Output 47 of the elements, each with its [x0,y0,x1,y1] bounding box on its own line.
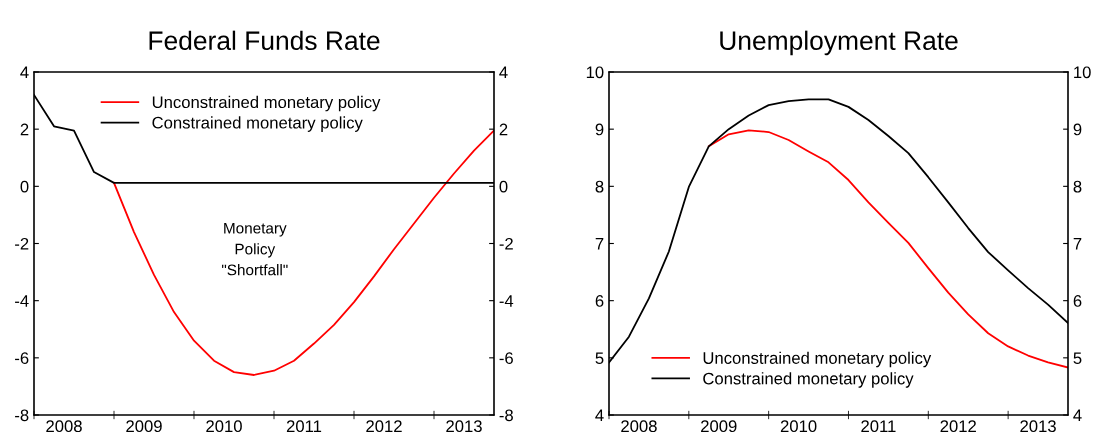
y-tick-label: 0 [20,180,29,193]
x-tick-label: 2011 [286,420,322,433]
legend-label: Unconstrained monetary policy [703,351,932,368]
x-tick-label: 2010 [206,420,242,433]
y-tick-label: 7 [595,238,604,250]
y-tick-label: -4 [15,295,29,307]
y2-tick-label: 6 [1073,295,1082,307]
chart-title: Unemployment Rate [720,30,958,56]
y-tick-label: 4 [595,409,604,422]
y-tick-label: 8 [595,180,604,193]
y2-tick-label: -6 [499,352,513,365]
y-tick-label: 6 [595,295,604,307]
chart-title: Federal Funds Rate [149,30,380,51]
y2-tick-label: 9 [1073,123,1082,136]
y-tick-label: 2 [20,123,29,136]
legend-label: Unconstrained monetary policy [152,95,381,112]
y-tick-label: -2 [15,237,29,250]
x-tick-label: 2012 [366,420,402,433]
y2-tick-label: 2 [499,123,508,136]
x-tick-label: 2009 [126,420,162,433]
y-tick-label: -6 [15,352,29,365]
y2-tick-label: -4 [499,295,514,307]
annotation: Monetary Policy "Shortfall" [222,222,288,276]
y2-tick-label: 4 [499,66,508,79]
y-tick-label: 5 [595,352,604,365]
x-tick-label: 2011 [861,420,896,433]
y2-tick-label: 8 [1073,180,1082,193]
y2-tick-label: -8 [499,409,513,422]
x-tick-label: 2009 [701,420,737,433]
y-tick-label: -8 [15,409,29,422]
legend-label: Constrained monetary policy [703,372,914,388]
y2-tick-label: 0 [499,180,508,193]
y-tick-label: 9 [595,123,604,136]
y2-tick-label: 4 [1073,409,1082,422]
x-tick-label: 2012 [940,420,976,433]
y-tick-label: 10 [586,66,604,79]
y2-tick-label: 10 [1074,66,1091,79]
x-tick-label: 2013 [1020,420,1056,433]
legend-label: Constrained monetary policy [152,116,363,132]
y2-tick-label: 5 [1073,352,1082,365]
x-tick-label: 2008 [621,420,657,433]
y2-tick-label: 7 [1073,238,1082,250]
y2-tick-label: -2 [499,237,513,250]
x-tick-label: 2013 [446,420,482,433]
y-tick-label: 4 [20,66,29,79]
x-tick-label: 2010 [780,420,817,433]
x-tick-label: 2008 [46,420,82,433]
